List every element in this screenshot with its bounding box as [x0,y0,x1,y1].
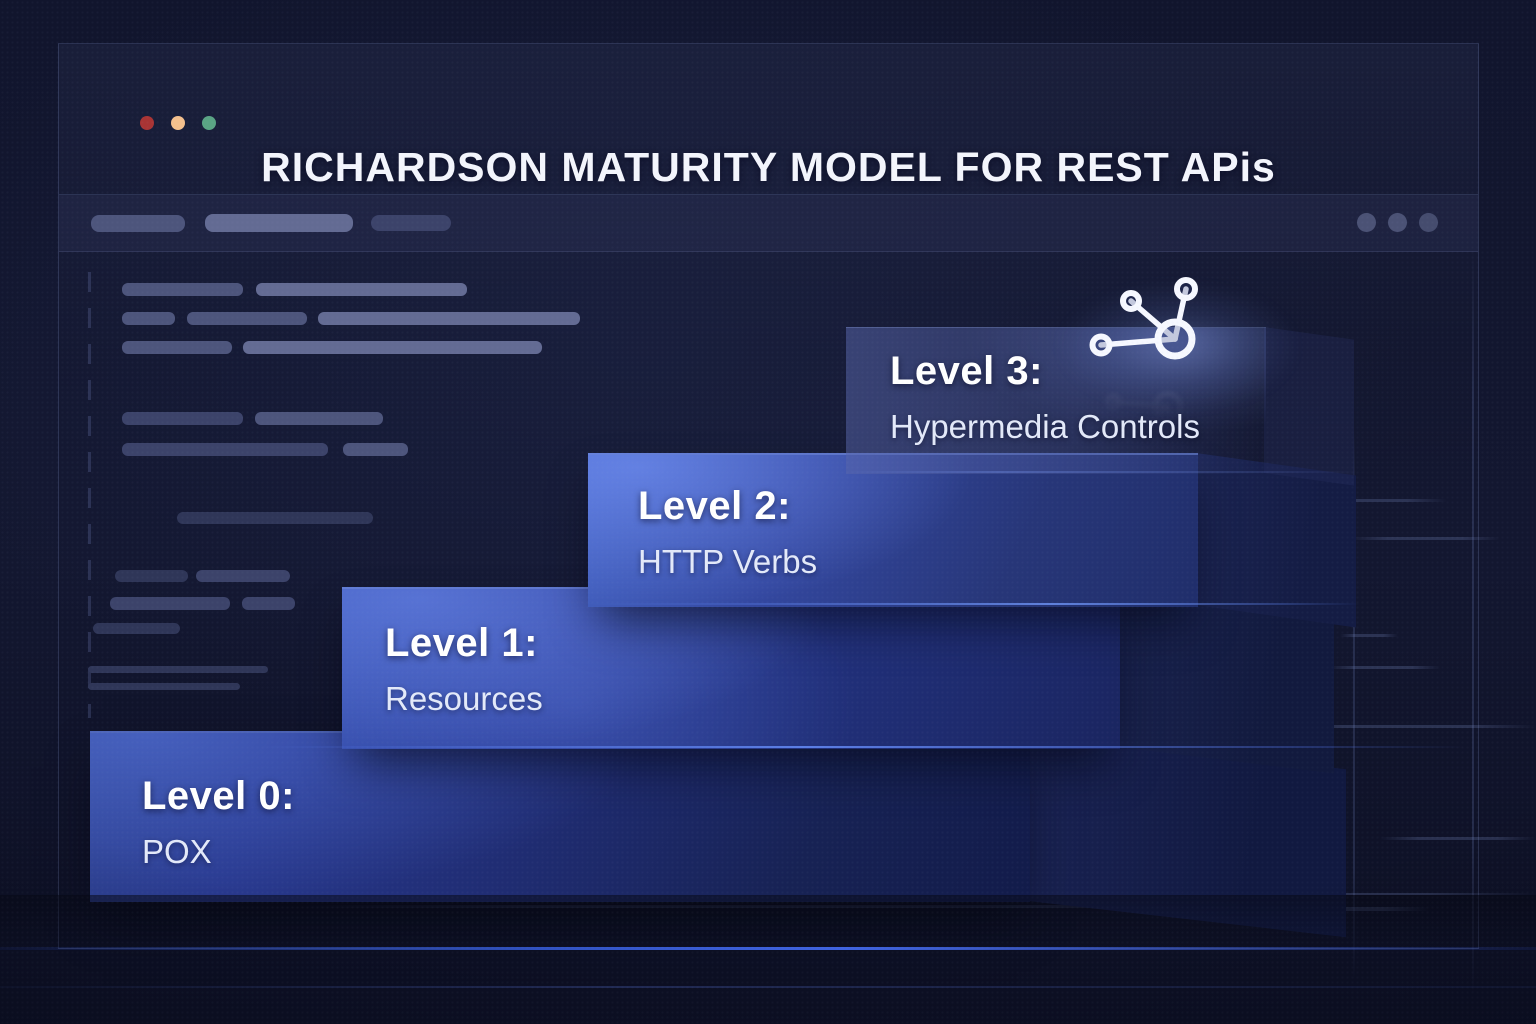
skeleton-bar [88,683,240,690]
skeleton-bar [122,283,243,296]
level-1-subtitle: Resources [385,680,543,717]
level-0-subtitle: POX [142,833,212,870]
background-streak [1380,837,1536,840]
step-level-2: Level 2: HTTP Verbs [588,453,1198,607]
ellipsis-menu-icon[interactable] [1357,213,1438,232]
floor-shadow [0,895,1536,948]
skeleton-bar [110,597,230,610]
skeleton-bar [115,570,188,582]
background-streak [1350,537,1500,540]
skeleton-bar [122,312,175,325]
window-titlebar: RICHARDSON MATURITY MODEL FOR REST APis [59,44,1478,195]
level-2-labels: Level 2: HTTP Verbs [638,485,817,580]
traffic-light-minimize-icon[interactable] [171,116,185,130]
level-2-title: Level 2: [638,484,791,528]
browser-toolbar [59,195,1478,252]
level-3-bottom-seam [846,471,1358,473]
level-1-bottom-seam [260,746,1465,748]
background-streak [1328,666,1440,669]
step-level-1: Level 1: Resources [342,587,1120,749]
skeleton-bar [318,312,580,325]
floor-accent-line [0,947,1536,950]
skeleton-bar [187,312,307,325]
traffic-light-zoom-icon[interactable] [202,116,216,130]
floor-faint-line [0,986,1536,988]
skeleton-bar [196,570,290,582]
skeleton-bar [343,443,408,456]
level-0-labels: Level 0: POX [142,775,295,870]
background-vline [1472,250,1474,995]
skeleton-bar [88,666,268,673]
level-2-subtitle: HTTP Verbs [638,543,818,580]
toolbar-pill [91,215,185,232]
indent-guide-line [88,272,91,718]
skeleton-bar [256,283,467,296]
level-1-labels: Level 1: Resources [385,622,543,717]
toolbar-pill [371,215,451,231]
skeleton-bar [122,443,328,456]
skeleton-bar [242,597,295,610]
traffic-light-close-icon[interactable] [140,116,154,130]
skeleton-bar [93,623,180,634]
level-2-bottom-seam [588,603,1360,605]
skeleton-bar [122,412,243,425]
skeleton-bar [122,341,232,354]
background-streak [1340,634,1398,637]
skeleton-bar [243,341,542,354]
page-title: RICHARDSON MATURITY MODEL FOR REST APis [261,144,1276,190]
toolbar-pill [205,214,353,232]
hypermedia-network-icon [1089,277,1198,360]
level-0-title: Level 0: [142,774,295,818]
skeleton-bar [177,512,373,524]
level-1-title: Level 1: [385,621,538,665]
step-level-0: Level 0: POX [90,731,1030,902]
skeleton-bar [255,412,383,425]
